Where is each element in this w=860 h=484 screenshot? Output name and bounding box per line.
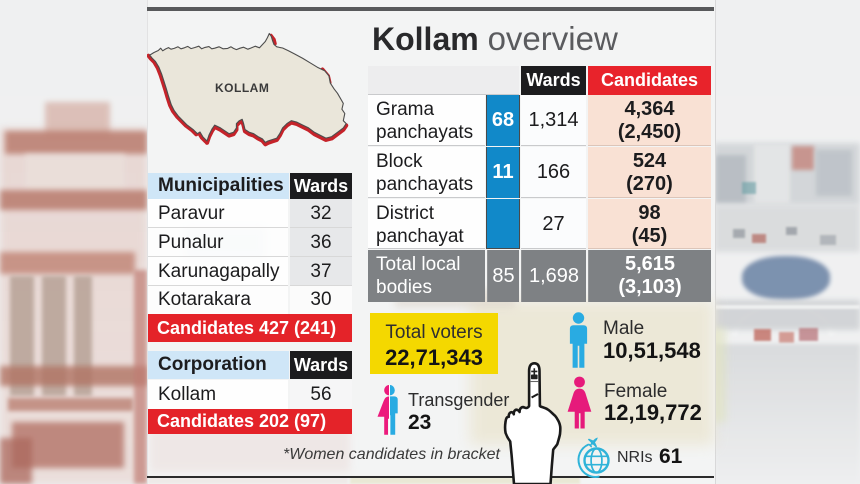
svg-text:KOLLAM: KOLLAM bbox=[215, 81, 269, 95]
